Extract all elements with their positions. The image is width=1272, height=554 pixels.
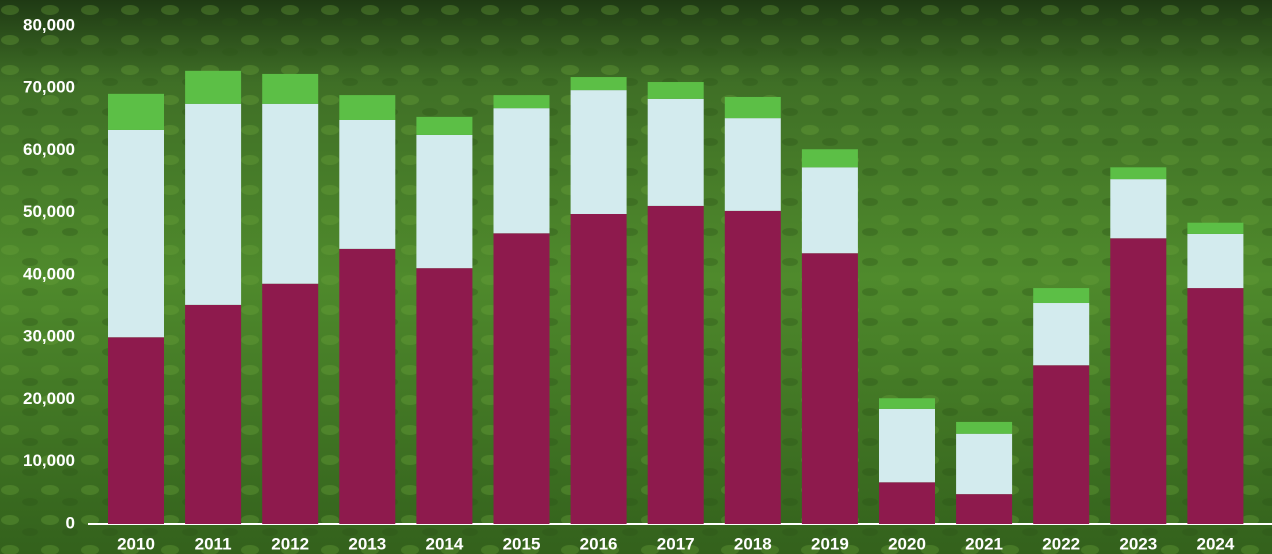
x-tick-label: 2016 — [580, 534, 618, 553]
x-tick-label: 2020 — [888, 534, 926, 553]
x-tick-label: 2012 — [271, 534, 309, 553]
bar-segment — [1187, 288, 1244, 524]
bar-segment — [801, 149, 858, 168]
y-tick-label: 50,000 — [23, 202, 75, 221]
bar-segment — [339, 248, 396, 525]
x-tick-label: 2024 — [1196, 534, 1234, 553]
x-tick-label: 2023 — [1119, 534, 1157, 553]
bar-segment — [339, 119, 396, 249]
bar-segment — [1110, 179, 1167, 239]
bar-segment — [570, 90, 627, 214]
y-tick-label: 70,000 — [23, 78, 75, 97]
bar-segment — [108, 337, 164, 524]
bar-segment — [570, 213, 627, 524]
bar-segment — [108, 129, 164, 338]
x-tick-label: 2010 — [117, 534, 155, 553]
bar-segment — [185, 103, 242, 305]
bar-segment — [416, 268, 473, 524]
x-tick-label: 2013 — [348, 534, 386, 553]
y-tick-label: 0 — [66, 513, 75, 532]
x-tick-label: 2021 — [965, 534, 1003, 553]
bar-segment — [647, 98, 704, 206]
bar-segment — [1187, 233, 1244, 289]
bar-segment — [956, 494, 1013, 524]
bar-segment — [724, 210, 781, 524]
y-tick-label: 20,000 — [23, 389, 75, 408]
x-tick-label: 2014 — [425, 534, 463, 553]
bar-segment — [108, 93, 164, 130]
bar-segment — [416, 134, 473, 269]
bar-segment — [956, 421, 1013, 434]
bar-segment — [1033, 288, 1090, 304]
bar-segment — [879, 398, 935, 409]
bar-segment — [724, 118, 781, 211]
bar-segment — [185, 304, 242, 524]
x-tick-label: 2022 — [1042, 534, 1080, 553]
bar-segment — [262, 283, 319, 524]
bar-segment — [879, 408, 935, 483]
bar-segment — [339, 95, 396, 120]
bar-segment — [647, 205, 704, 524]
x-tick-label: 2015 — [503, 534, 541, 553]
y-tick-label: 80,000 — [23, 15, 75, 34]
x-tick-label: 2019 — [811, 534, 849, 553]
bar-segment — [801, 167, 858, 254]
bar-segment — [1033, 365, 1090, 524]
y-tick-label: 10,000 — [23, 451, 75, 470]
bar-segment — [262, 103, 319, 284]
bar-segment — [493, 108, 550, 234]
bar-segment — [1033, 303, 1090, 366]
bar-segment — [416, 116, 473, 135]
bar-segment — [801, 253, 858, 524]
x-tick-label: 2017 — [657, 534, 695, 553]
bar-segment — [570, 77, 627, 91]
bar-segment — [1110, 238, 1167, 524]
bar-segment — [956, 433, 1013, 495]
y-tick-label: 60,000 — [23, 140, 75, 159]
bar-segment — [879, 482, 935, 524]
y-tick-label: 40,000 — [23, 264, 75, 283]
x-tick-label: 2018 — [734, 534, 772, 553]
bar-segment — [724, 96, 781, 119]
bar-segment — [493, 95, 550, 109]
bar-segment — [262, 73, 319, 104]
bar-segment — [1110, 167, 1167, 180]
bar-segment — [185, 70, 242, 104]
bar-segment — [1187, 222, 1244, 234]
bar-segment — [493, 233, 550, 525]
y-tick-label: 30,000 — [23, 327, 75, 346]
x-tick-label: 2011 — [195, 534, 232, 553]
bar-segment — [647, 82, 704, 99]
